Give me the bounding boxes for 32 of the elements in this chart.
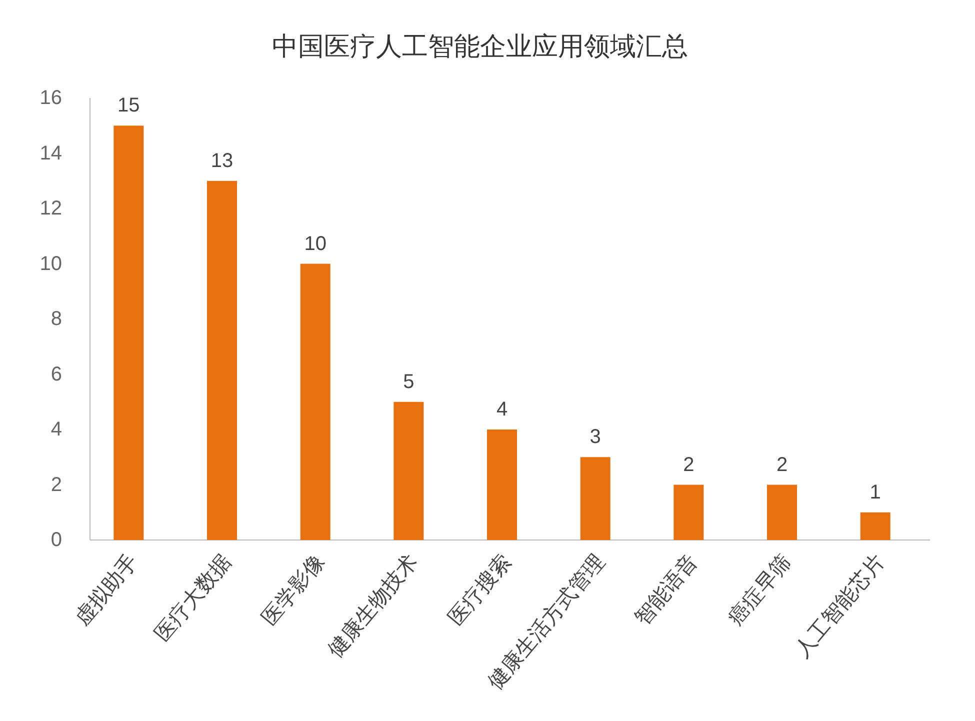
data-label: 2	[776, 454, 788, 476]
data-label: 3	[590, 426, 601, 448]
y-tick-label: 4	[50, 418, 62, 440]
bar	[580, 457, 610, 540]
bar	[207, 180, 237, 540]
data-label: 15	[118, 94, 140, 117]
x-tick-label: 医疗搜索	[444, 550, 516, 630]
data-label: 13	[210, 150, 234, 172]
bar	[860, 512, 890, 540]
chart-title: 中国医疗人工智能企业应用领域汇总	[272, 31, 688, 61]
data-label: 1	[870, 481, 881, 504]
data-label: 10	[304, 232, 326, 255]
data-label: 2	[683, 454, 694, 476]
bar	[300, 264, 330, 540]
bar	[767, 484, 797, 540]
bar	[394, 402, 424, 540]
x-tick-label: 医疗大数据	[150, 550, 236, 646]
y-tick-label: 2	[50, 474, 62, 496]
x-tick-label: 虚拟助手	[70, 550, 142, 630]
y-tick-label: 6	[50, 363, 62, 386]
y-tick-label: 12	[40, 198, 62, 220]
y-tick-label: 8	[50, 308, 62, 330]
data-label: 4	[496, 398, 508, 420]
y-tick-label: 0	[50, 529, 62, 551]
bar	[674, 484, 704, 540]
bar	[487, 430, 517, 540]
y-tick-label: 16	[40, 87, 62, 109]
y-tick-label: 10	[40, 252, 62, 275]
x-tick-label: 智能语音	[630, 550, 702, 630]
bar	[114, 126, 144, 540]
y-tick-label: 14	[40, 142, 62, 164]
data-label: 5	[403, 370, 414, 393]
